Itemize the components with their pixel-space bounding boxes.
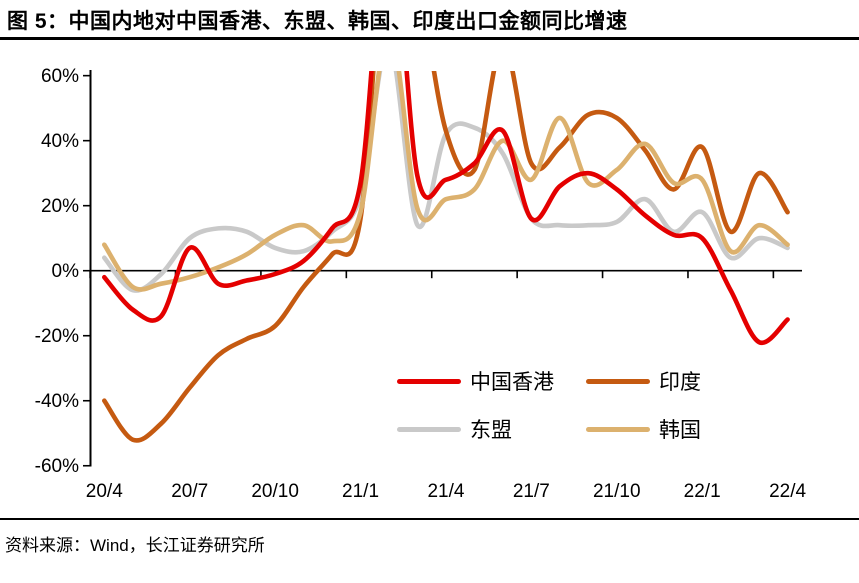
figure-bottom-rule bbox=[0, 518, 859, 520]
svg-text:22/1: 22/1 bbox=[684, 481, 721, 502]
svg-text:21/7: 21/7 bbox=[513, 481, 550, 502]
legend-item-korea: 韩国 bbox=[586, 416, 701, 442]
svg-text:-60%: -60% bbox=[35, 456, 79, 477]
svg-text:0%: 0% bbox=[52, 261, 80, 282]
legend-item-india: 印度 bbox=[586, 368, 701, 394]
svg-text:21/4: 21/4 bbox=[427, 481, 464, 502]
series-line-1 bbox=[102, 71, 790, 443]
legend-item-hongkong: 中国香港 bbox=[397, 368, 554, 394]
legend-item-asean: 东盟 bbox=[397, 416, 512, 442]
asean-line-swatch bbox=[397, 426, 461, 432]
svg-text:-40%: -40% bbox=[35, 391, 79, 412]
figure-title: 图 5：中国内地对中国香港、东盟、韩国、印度出口金额同比增速 bbox=[7, 10, 628, 33]
title-divider-rule bbox=[0, 37, 859, 40]
svg-text:21/1: 21/1 bbox=[342, 481, 379, 502]
legend-label-india: 印度 bbox=[659, 371, 701, 394]
svg-text:20/7: 20/7 bbox=[171, 481, 208, 502]
series-line-0 bbox=[102, 71, 790, 346]
svg-text:22/4: 22/4 bbox=[769, 481, 806, 502]
svg-text:60%: 60% bbox=[41, 66, 79, 87]
svg-text:20/10: 20/10 bbox=[251, 481, 299, 502]
svg-text:40%: 40% bbox=[41, 131, 79, 152]
svg-text:21/10: 21/10 bbox=[593, 481, 641, 502]
legend-label-korea: 韩国 bbox=[659, 419, 701, 442]
legend-label-hongkong: 中国香港 bbox=[470, 371, 554, 394]
svg-text:20%: 20% bbox=[41, 196, 79, 217]
svg-text:-20%: -20% bbox=[35, 326, 79, 347]
hongkong-line-swatch bbox=[397, 378, 461, 384]
legend-label-asean: 东盟 bbox=[470, 419, 512, 442]
series-line-3 bbox=[102, 71, 790, 292]
source-note: 资料来源：Wind，长江证券研究所 bbox=[5, 536, 265, 555]
korea-line-swatch bbox=[586, 426, 650, 432]
svg-text:20/4: 20/4 bbox=[86, 481, 123, 502]
india-line-swatch bbox=[586, 378, 650, 384]
